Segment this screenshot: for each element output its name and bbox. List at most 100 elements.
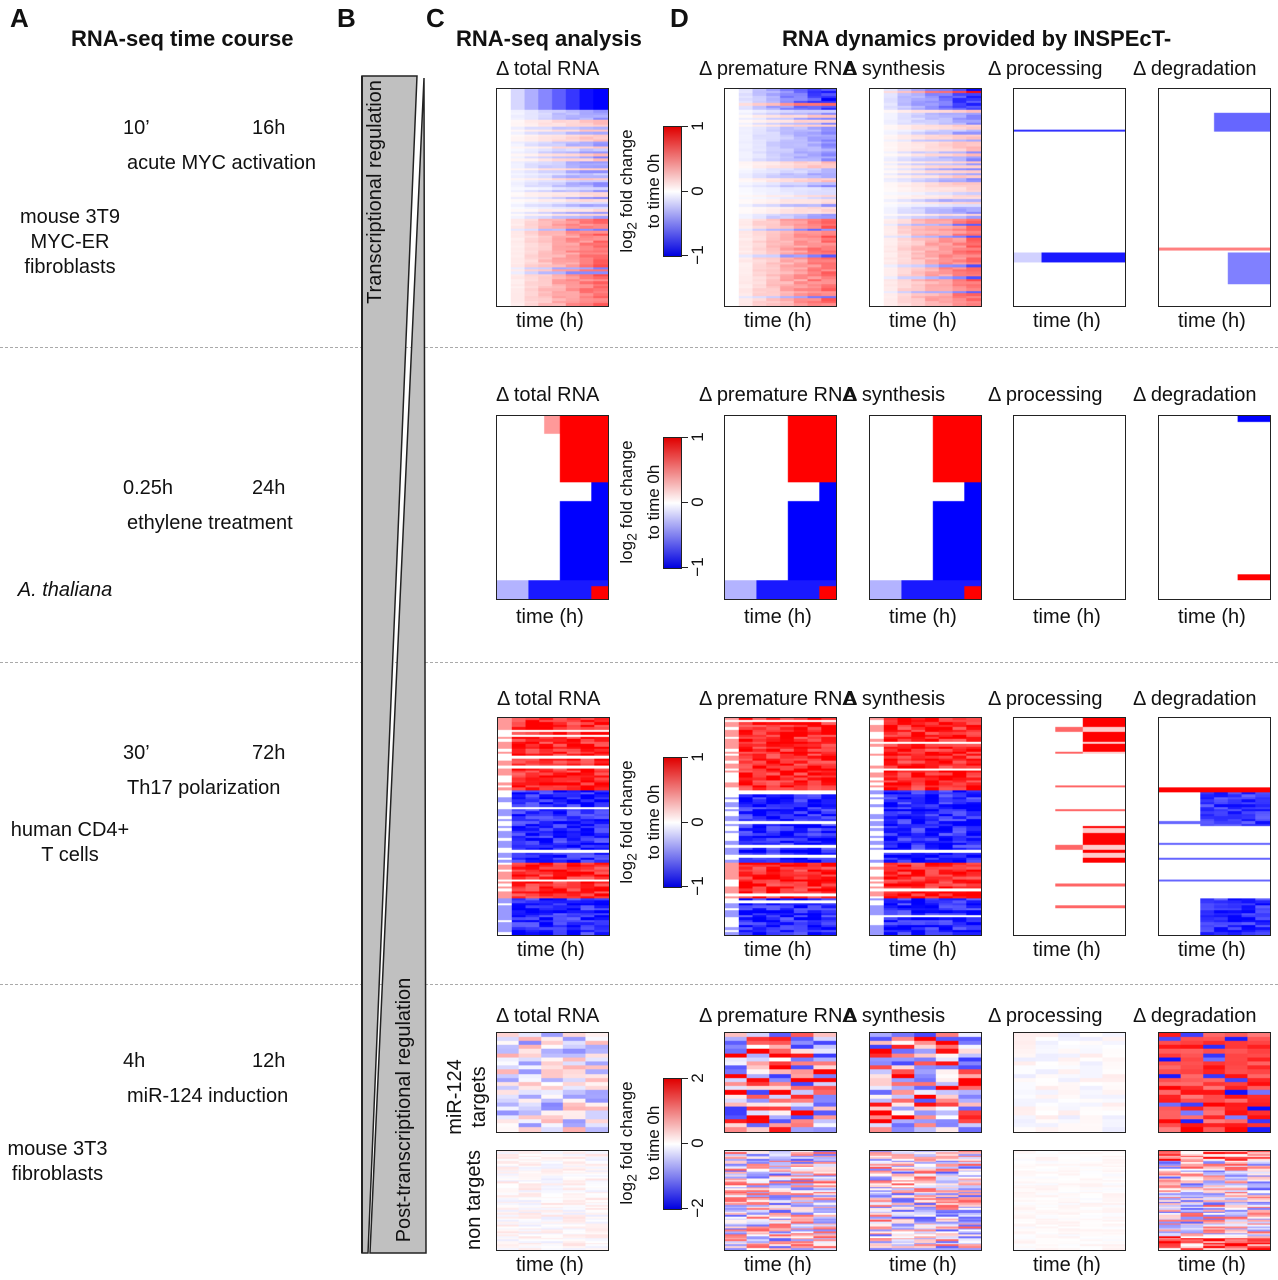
- colorbar-label: log2 fold change to time 0h: [616, 101, 664, 281]
- heatmap-title: Δ total RNA: [496, 1005, 600, 1027]
- heatmap-cells: [497, 1033, 608, 1132]
- heatmap-cells: [1159, 1151, 1270, 1250]
- post-transcriptional-regulation-label: Post-transcriptional regulation: [393, 977, 415, 1243]
- heatmap-cells: [725, 1151, 836, 1250]
- colorbar-tick: [681, 1208, 688, 1209]
- heatmap-title: Δ total RNA: [496, 58, 600, 80]
- colorbar-tick-label: 0: [688, 1138, 707, 1148]
- panel-label-c: C: [426, 3, 445, 33]
- heatmap-title: Δ synthesis: [844, 688, 946, 710]
- organism-line: mouse 3T3: [7, 1138, 108, 1160]
- organism-line: T cells: [41, 844, 99, 866]
- heatmap: [496, 1032, 609, 1133]
- heading-d: RNA dynamics provided by INSPEcT-: [782, 26, 1172, 51]
- panel-label-a: A: [10, 3, 29, 33]
- row-divider: [0, 984, 1278, 985]
- colorbar-tick-label: 2: [688, 1073, 707, 1083]
- heatmap: [1158, 1032, 1271, 1133]
- heatmap-cells: [1159, 718, 1270, 935]
- heatmap-cells: [1159, 416, 1270, 599]
- colorbar-tick: [681, 126, 688, 127]
- heatmap-title: Δ degradation: [1133, 58, 1257, 80]
- heatmap: [869, 717, 982, 936]
- heatmap: [869, 88, 982, 307]
- colorbar-tick: [681, 1143, 688, 1144]
- colorbar-label: log2 fold change to time 0h: [616, 1053, 664, 1233]
- colorbar-tick-label: −1: [688, 876, 707, 896]
- x-axis-label: time (h): [889, 939, 957, 961]
- colorbar: [663, 1078, 682, 1210]
- organism-label: mouse 3T3 fibroblasts: [0, 1137, 115, 1187]
- colorbar-label-line: log2 fold change: [617, 1081, 641, 1205]
- heatmap-title: Δ premature RNA: [699, 1005, 856, 1027]
- colorbar-label: log2 fold change to time 0h: [616, 412, 664, 592]
- colorbar: [663, 437, 682, 569]
- colorbar-label-line: log2 fold change: [617, 128, 641, 253]
- heatmap-cells: [1014, 718, 1125, 935]
- time-end: 24h: [252, 477, 286, 499]
- heatmap-cells: [870, 89, 981, 306]
- colorbar-tick-label: 1: [688, 432, 707, 442]
- organism-label: mouse 3T9 MYC-ER fibroblasts: [0, 205, 140, 280]
- heatmap-cells: [725, 416, 836, 599]
- heatmap-cells: [1014, 1033, 1125, 1132]
- heatmap: [869, 1150, 982, 1251]
- heatmap-title: Δ processing: [988, 1005, 1103, 1027]
- x-axis-label: time (h): [1033, 939, 1101, 961]
- heatmap-title: Δ premature RNA: [699, 58, 856, 80]
- x-axis-label: time (h): [517, 939, 585, 961]
- heatmap: [1158, 717, 1271, 936]
- heatmap-cells: [725, 718, 836, 935]
- time-end: 16h: [252, 117, 286, 139]
- organism-line: mouse 3T9: [19, 206, 121, 228]
- time-start: 4h: [123, 1050, 146, 1072]
- heatmap-cells: [498, 718, 609, 935]
- colorbar-tick: [681, 821, 688, 823]
- heading-c: RNA-seq analysis: [456, 26, 642, 51]
- heatmap-cells: [870, 1033, 981, 1132]
- x-axis-label: time (h): [744, 1254, 812, 1276]
- heatmap-cells: [725, 89, 836, 306]
- colorbar-tick: [681, 190, 688, 192]
- heatmap-cells: [1014, 416, 1125, 599]
- treatment-label: acute MYC activation: [127, 152, 316, 174]
- colorbar-label-line: to time 0h: [644, 153, 664, 228]
- colorbar-tick: [681, 502, 688, 503]
- treatment-label: Th17 polarization: [127, 777, 281, 799]
- panel-label-d: D: [670, 3, 689, 33]
- heatmap: [724, 1150, 837, 1251]
- heatmap-cells: [870, 1151, 981, 1250]
- organism-label: A. thaliana: [0, 578, 130, 603]
- x-axis-label: time (h): [744, 939, 812, 961]
- x-axis-label: time (h): [889, 606, 957, 628]
- heatmap-cells: [497, 1151, 608, 1250]
- colorbar-label: log2 fold change to time 0h: [616, 732, 664, 912]
- time-start: 10’: [123, 117, 150, 139]
- organism-label: human CD4+ T cells: [0, 818, 140, 868]
- heatmap-cells: [870, 718, 981, 935]
- time-end: 12h: [252, 1050, 286, 1072]
- heatmap: [724, 88, 837, 307]
- heatmap-title: Δ degradation: [1133, 384, 1257, 406]
- row-divider: [0, 662, 1278, 663]
- heatmap-cells: [870, 416, 981, 599]
- heatmap-cells: [497, 416, 608, 599]
- x-axis-label: time (h): [1178, 310, 1246, 332]
- x-axis-label: time (h): [516, 310, 584, 332]
- heatmap-cells: [1014, 89, 1125, 306]
- heatmap-title: Δ processing: [988, 58, 1103, 80]
- heatmap: [1013, 415, 1126, 600]
- heatmap: [869, 415, 982, 600]
- heatmap: [497, 717, 610, 936]
- colorbar: [663, 757, 682, 888]
- heatmap: [869, 1032, 982, 1133]
- colorbar-tick: [681, 757, 688, 758]
- colorbar-tick-label: 0: [688, 185, 707, 196]
- heatmap: [1158, 1150, 1271, 1251]
- colorbar-label-line: to time 0h: [644, 1105, 664, 1181]
- x-axis-label: time (h): [889, 1254, 957, 1276]
- colorbar-tick: [681, 437, 688, 438]
- x-axis-label: time (h): [1178, 939, 1246, 961]
- heatmap-title: Δ processing: [988, 688, 1103, 710]
